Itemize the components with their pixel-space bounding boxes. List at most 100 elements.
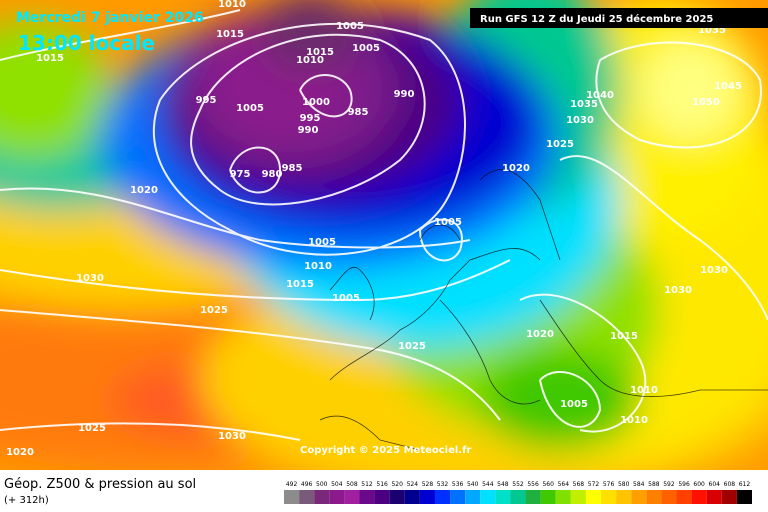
colorbar-label: 576 — [603, 481, 615, 488]
colorbar-label: 500 — [316, 481, 328, 488]
lead: (+ 312h) — [4, 495, 49, 506]
colorbar-label: 516 — [376, 481, 388, 488]
colorbar-label: 580 — [618, 481, 630, 488]
colorbar-cell — [691, 490, 707, 504]
colorbar-cell — [736, 490, 752, 504]
isobar-label: 1005 — [308, 237, 336, 248]
colorbar-cell — [555, 490, 571, 504]
isobar-label: 1015 — [216, 29, 244, 40]
colorbar-label: 592 — [663, 481, 675, 488]
colorbar-cell — [344, 490, 360, 504]
colorbar-cell — [434, 490, 451, 504]
colorbar-cell — [404, 490, 420, 504]
colorbar-cell — [299, 490, 315, 504]
colorbar-label: 532 — [437, 481, 449, 488]
date: Mercredi 7 janvier 2026 — [16, 10, 204, 26]
isobar-label: 1030 — [700, 265, 728, 276]
colorbar-cell — [284, 490, 300, 504]
isobar-label: 1005 — [352, 43, 380, 54]
isobar-label: 1025 — [546, 139, 574, 150]
colorbar-cell — [570, 490, 586, 504]
colorbar-label: 564 — [558, 481, 570, 488]
colorbar-label: 600 — [693, 481, 705, 488]
colorbar-label: 544 — [482, 481, 494, 488]
isobar-label: 1030 — [566, 115, 594, 126]
isobar-label: 1000 — [302, 97, 330, 108]
colorbar-label: 556 — [527, 481, 539, 488]
isobar-label: 1010 — [630, 385, 658, 396]
isobar-label: 1030 — [218, 431, 246, 442]
colorbar-cell — [329, 490, 345, 504]
isobar-label: 1010 — [304, 261, 332, 272]
colorbar-cell — [585, 490, 602, 504]
colorbar-cell — [721, 490, 737, 504]
colorbar-label: 540 — [467, 481, 479, 488]
isobar-label: 990 — [298, 125, 319, 136]
colorbar-cell — [374, 490, 390, 504]
isobar-label: 1005 — [434, 217, 462, 228]
colorbar-label: 528 — [422, 481, 434, 488]
colorbar-cell — [389, 490, 405, 504]
colorbar-label: 560 — [542, 481, 554, 488]
isobar-label: 985 — [282, 163, 303, 174]
isobar-label: 1020 — [526, 329, 554, 340]
colorbar-label: 504 — [331, 481, 343, 488]
colorbar-cell — [359, 490, 375, 504]
colorbar-cell — [419, 490, 435, 504]
colorbar-cell — [314, 490, 330, 504]
isobar-label: 1045 — [714, 81, 742, 92]
caption: Géop. Z500 & pression au sol — [4, 477, 196, 492]
isobar-label: 990 — [394, 89, 415, 100]
isobar-label: 1035 — [570, 99, 598, 110]
isobar-label: 1030 — [76, 273, 104, 284]
colorbar-cell — [510, 490, 526, 504]
colorbar-label: 512 — [361, 481, 373, 488]
isobar-label: 1005 — [336, 21, 364, 32]
colorbar-label: 568 — [573, 481, 585, 488]
isobars — [0, 9, 768, 441]
colorbar-label: 604 — [709, 481, 721, 488]
colorbar-label: 520 — [391, 481, 403, 488]
isobar-label: 1010 — [296, 55, 324, 66]
copyright: Copyright © 2025 Meteociel.fr — [300, 445, 471, 456]
colorbar-cell — [450, 490, 466, 504]
isobar-label: 1005 — [236, 103, 264, 114]
colorbar-label: 536 — [452, 481, 464, 488]
isobar-label: 995 — [196, 95, 217, 106]
coastlines — [319, 169, 768, 451]
isobar-label: 1005 — [560, 399, 588, 410]
isobar-label: 980 — [262, 169, 283, 180]
colorbar-label: 584 — [633, 481, 645, 488]
colorbar-label: 548 — [497, 481, 509, 488]
isobar-label: 1020 — [130, 185, 158, 196]
colorbar-label: 588 — [648, 481, 660, 488]
isobar-label: 1015 — [36, 53, 64, 64]
run: Run GFS 12 Z du Jeudi 25 décembre 2025 — [480, 13, 713, 25]
time: 13:00 locale — [18, 31, 155, 55]
colorbar-cell — [676, 490, 692, 504]
colorbar-label: 496 — [301, 481, 313, 488]
isobar-label: 1040 — [586, 90, 614, 101]
isobar-label: 1050 — [692, 97, 720, 108]
colorbar-cell — [661, 490, 677, 504]
isobar-label: 995 — [300, 113, 321, 124]
field: 1010 1015 1015 1005 1005 1015 1010 995 1005 1000 9… — [0, 0, 768, 470]
isobar-label: 1010 — [620, 415, 648, 426]
colorbar-cell — [601, 490, 617, 504]
colorbar-label: 608 — [724, 481, 736, 488]
isobar-label: 1005 — [332, 293, 360, 304]
colorbar-cell — [480, 490, 496, 504]
isobar-label: 1020 — [502, 163, 530, 174]
colorbar-cell — [616, 490, 632, 504]
isobar-label: 1015 — [610, 331, 638, 342]
colorbar-cell — [631, 490, 647, 504]
colorbar-label: 596 — [678, 481, 690, 488]
isobar-label: 1010 — [218, 0, 246, 10]
isobar-label: 1025 — [200, 305, 228, 316]
isobar-label: 1015 — [286, 279, 314, 290]
colorbar: 492 496 500 504 508 512 516 520 524 528 532 536 540 5… — [284, 481, 752, 504]
colorbar-label: 508 — [346, 481, 358, 488]
colorbar-label: 552 — [512, 481, 524, 488]
